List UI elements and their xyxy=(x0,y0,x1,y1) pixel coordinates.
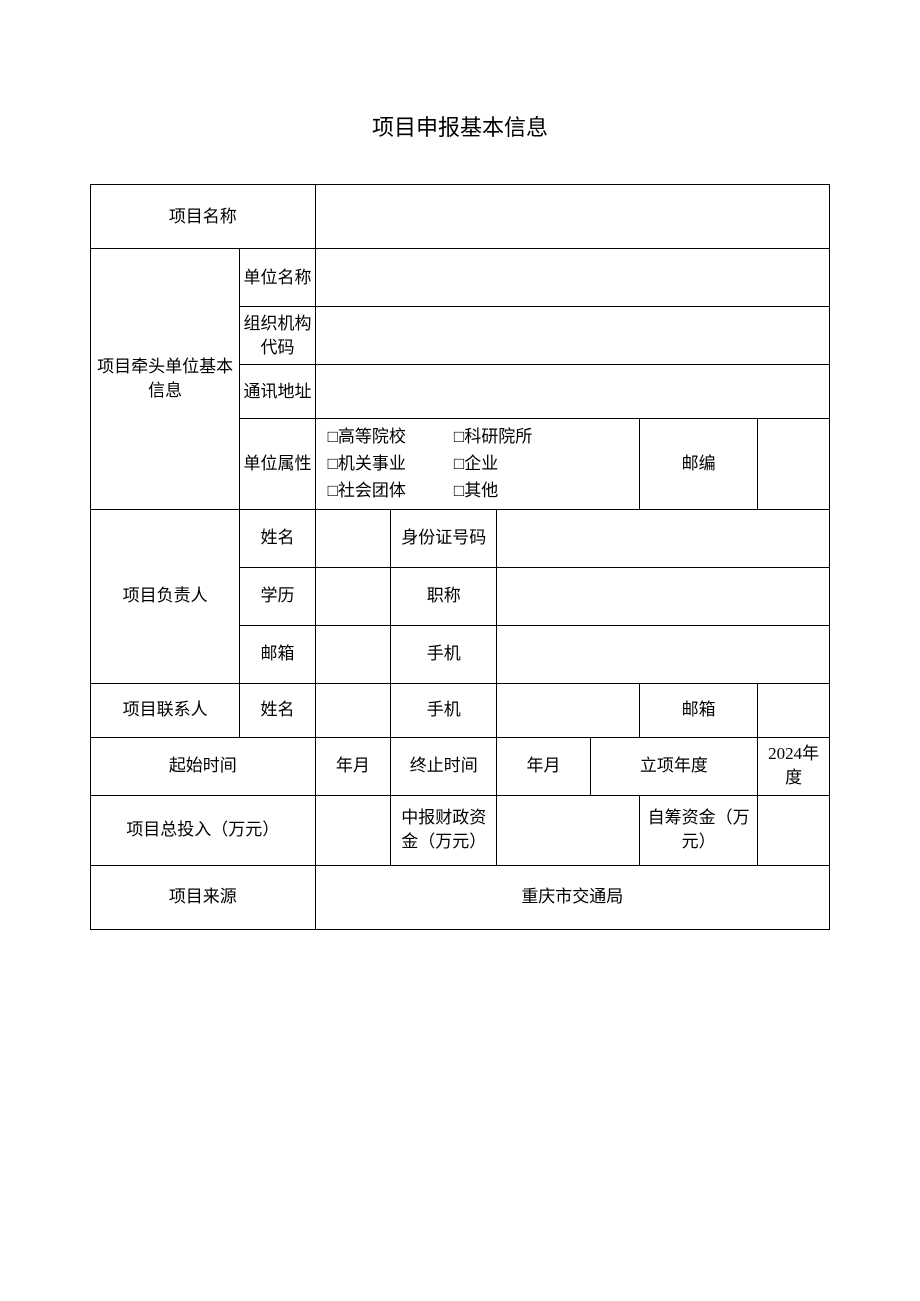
label-total-invest: 项目总投入（万元） xyxy=(91,795,316,865)
page-title: 项目申报基本信息 xyxy=(90,110,830,142)
field-leader-email[interactable] xyxy=(315,625,390,683)
label-fiscal: 中报财政资金（万元） xyxy=(391,795,497,865)
label-leader-email: 邮箱 xyxy=(240,625,315,683)
label-unit-attr: 单位属性 xyxy=(240,419,315,510)
label-address: 通讯地址 xyxy=(240,365,315,419)
checkbox-gov[interactable]: □机关事业 xyxy=(328,450,406,477)
label-contact: 项目联系人 xyxy=(91,683,240,737)
label-unit-name: 单位名称 xyxy=(240,249,315,307)
field-id-no[interactable] xyxy=(497,509,830,567)
label-id-no: 身份证号码 xyxy=(391,509,497,567)
label-leader: 项目负责人 xyxy=(91,509,240,683)
label-postcode: 邮编 xyxy=(640,419,758,510)
checkbox-enterprise[interactable]: □企业 xyxy=(454,450,498,477)
checkbox-research[interactable]: □科研院所 xyxy=(454,423,532,450)
checkbox-social[interactable]: □社会团体 xyxy=(328,477,406,504)
label-end: 终止时间 xyxy=(391,737,497,795)
label-lead-unit: 项目牵头单位基本信息 xyxy=(91,249,240,510)
field-contact-name[interactable] xyxy=(315,683,390,737)
field-contact-mobile[interactable] xyxy=(497,683,640,737)
field-leader-mobile[interactable] xyxy=(497,625,830,683)
field-source: 重庆市交通局 xyxy=(315,865,829,929)
field-edu[interactable] xyxy=(315,567,390,625)
label-start: 起始时间 xyxy=(91,737,316,795)
form-table: 项目名称 项目牵头单位基本信息 单位名称 组织机构代码 通讯地址 单位属性 □高… xyxy=(90,184,830,930)
field-title-pro[interactable] xyxy=(497,567,830,625)
field-org-code[interactable] xyxy=(315,307,829,365)
field-end[interactable]: 年月 xyxy=(497,737,590,795)
field-address[interactable] xyxy=(315,365,829,419)
label-self-fund: 自筹资金（万元） xyxy=(640,795,758,865)
field-est-year: 2024年度 xyxy=(758,737,830,795)
label-project-name: 项目名称 xyxy=(91,185,316,249)
field-project-name[interactable] xyxy=(315,185,829,249)
field-unit-attr[interactable]: □高等院校 □科研院所 □机关事业 □企业 □社会团体 □其他 xyxy=(315,419,639,510)
field-contact-email[interactable] xyxy=(758,683,830,737)
checkbox-other[interactable]: □其他 xyxy=(454,477,498,504)
label-contact-email: 邮箱 xyxy=(640,683,758,737)
field-total-invest[interactable] xyxy=(315,795,390,865)
field-fiscal[interactable] xyxy=(497,795,640,865)
label-contact-name: 姓名 xyxy=(240,683,315,737)
label-contact-mobile: 手机 xyxy=(391,683,497,737)
field-unit-name[interactable] xyxy=(315,249,829,307)
label-leader-name: 姓名 xyxy=(240,509,315,567)
field-start[interactable]: 年月 xyxy=(315,737,390,795)
field-self-fund[interactable] xyxy=(758,795,830,865)
checkbox-university[interactable]: □高等院校 xyxy=(328,423,406,450)
label-est-year: 立项年度 xyxy=(590,737,758,795)
label-org-code: 组织机构代码 xyxy=(240,307,315,365)
field-postcode[interactable] xyxy=(758,419,830,510)
label-leader-mobile: 手机 xyxy=(391,625,497,683)
label-title-pro: 职称 xyxy=(391,567,497,625)
label-source: 项目来源 xyxy=(91,865,316,929)
label-edu: 学历 xyxy=(240,567,315,625)
field-leader-name[interactable] xyxy=(315,509,390,567)
